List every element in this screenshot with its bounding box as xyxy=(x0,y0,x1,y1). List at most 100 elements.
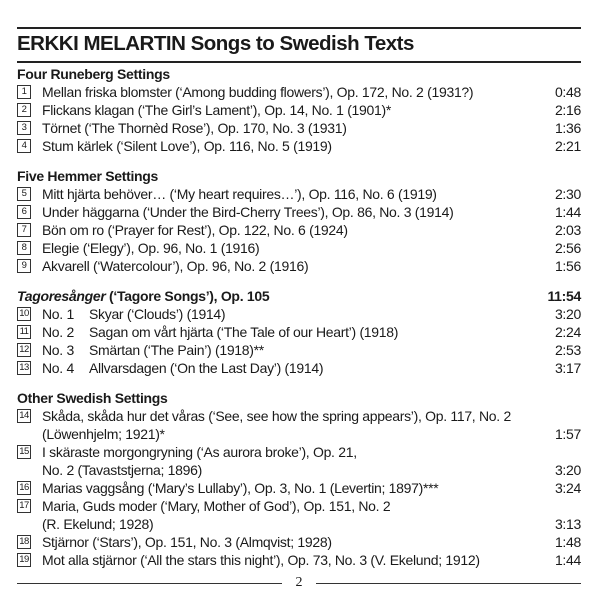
track-list: Four Runeberg Settings 1 Mellan friska blo… xyxy=(17,65,581,581)
track-duration: 3:13 xyxy=(554,516,581,532)
track-duration: 3:20 xyxy=(554,306,581,322)
track-row: 16 Marias vaggsång (‘Mary’s Lullaby’), Op… xyxy=(17,479,581,497)
track-duration: 1:57 xyxy=(554,426,581,442)
track-number-box: 19 xyxy=(17,553,31,567)
page-number: 2 xyxy=(295,575,303,590)
track-title-text: Maria, Guds moder (‘Mary, Mother of God’… xyxy=(42,498,391,514)
section-title-text: Other Swedish Settings xyxy=(17,390,168,406)
track-title: No. 4 Allvarsdagen (‘On the Last Day’) (1… xyxy=(42,359,541,377)
track-title-text: Mellan friska blomster (‘Among budding f… xyxy=(42,84,474,100)
track-duration: 1:48 xyxy=(554,534,581,550)
section-heading: Tagoresånger (‘Tagore Songs’), Op. 105 11… xyxy=(17,287,581,305)
track-number-box: 4 xyxy=(17,139,31,153)
title-rule xyxy=(17,61,581,63)
track-number-box: 3 xyxy=(17,121,31,135)
section-heading: Four Runeberg Settings xyxy=(17,65,581,83)
track-section: Five Hemmer Settings 5 Mitt hjärta behöver… xyxy=(17,167,581,275)
track-number-box: 6 xyxy=(17,205,31,219)
track-title: Mellan friska blomster (‘Among budding f… xyxy=(42,83,541,101)
track-duration: 1:44 xyxy=(554,204,581,220)
track-row: 4 Stum kärlek (‘Silent Love’), Op. 116, N… xyxy=(17,137,581,155)
track-row: 17 Maria, Guds moder (‘Mary, Mother of Go… xyxy=(17,497,581,533)
track-title-line: (R. Ekelund; 1928) xyxy=(42,515,541,533)
track-title-text: Törnet (‘The Thornèd Rose’), Op. 170, No… xyxy=(42,120,347,136)
track-title: Skåda, skåda hur det våras (‘See, see ho… xyxy=(42,407,541,443)
track-title-text: Mitt hjärta behöver… (‘My heart requires… xyxy=(42,186,437,202)
track-row: 9 Akvarell (‘Watercolour’), Op. 96, No. 2… xyxy=(17,257,581,275)
track-row: 7 Bön om ro (‘Prayer for Rest’), Op. 122,… xyxy=(17,221,581,239)
section-total-duration: 11:54 xyxy=(547,288,581,304)
track-title: Stjärnor (‘Stars’), Op. 151, No. 3 (Almq… xyxy=(42,533,541,551)
track-title: Mot alla stjärnor (‘All the stars this n… xyxy=(42,551,541,569)
track-number-box: 16 xyxy=(17,481,31,495)
track-number-box: 5 xyxy=(17,187,31,201)
track-title-line: Törnet (‘The Thornèd Rose’), Op. 170, No… xyxy=(42,119,541,137)
track-row: 11 No. 2 Sagan om vårt hjärta (‘The Tale o… xyxy=(17,323,581,341)
track-title-text: Stjärnor (‘Stars’), Op. 151, No. 3 (Almq… xyxy=(42,534,332,550)
track-row: 18 Stjärnor (‘Stars’), Op. 151, No. 3 (Al… xyxy=(17,533,581,551)
track-title-line: Stjärnor (‘Stars’), Op. 151, No. 3 (Almq… xyxy=(42,533,541,551)
track-title-line: Flickans klagan (‘The Girl’s Lament’), O… xyxy=(42,101,541,119)
track-subnumber: No. 4 xyxy=(42,360,74,376)
track-row: 14 Skåda, skåda hur det våras (‘See, see … xyxy=(17,407,581,443)
section-title-italic: Tagoresånger xyxy=(17,288,106,304)
track-duration: 2:56 xyxy=(554,240,581,256)
section-heading: Five Hemmer Settings xyxy=(17,167,581,185)
track-number-box: 17 xyxy=(17,499,31,513)
track-title-line: Bön om ro (‘Prayer for Rest’), Op. 122, … xyxy=(42,221,541,239)
track-subnumber: No. 1 xyxy=(42,306,74,322)
track-title-text: Sagan om vårt hjärta (‘The Tale of our H… xyxy=(89,324,399,340)
track-number-box: 7 xyxy=(17,223,31,237)
track-title-line: Elegie (‘Elegy’), Op. 96, No. 1 (1916) xyxy=(42,239,541,257)
track-row: 13 No. 4 Allvarsdagen (‘On the Last Day’) … xyxy=(17,359,581,377)
track-title-text: Allvarsdagen (‘On the Last Day’) (1914) xyxy=(89,360,324,376)
section-title: Four Runeberg Settings xyxy=(17,65,170,83)
track-title-text: Skåda, skåda hur det våras (‘See, see ho… xyxy=(42,408,511,424)
track-title: Akvarell (‘Watercolour’), Op. 96, No. 2 … xyxy=(42,257,541,275)
track-title: No. 3 Smärtan (‘The Pain’) (1918)** xyxy=(42,341,541,359)
track-row: 5 Mitt hjärta behöver… (‘My heart require… xyxy=(17,185,581,203)
track-title: Stum kärlek (‘Silent Love’), Op. 116, No… xyxy=(42,137,541,155)
footer-rule-right xyxy=(316,583,581,584)
track-row: 10 No. 1 Skyar (‘Clouds’) (1914) 3:20 xyxy=(17,305,581,323)
section-heading: Other Swedish Settings xyxy=(17,389,581,407)
track-title-text: Flickans klagan (‘The Girl’s Lament’), O… xyxy=(42,102,392,118)
track-subnumber: No. 2 xyxy=(42,324,74,340)
track-number-box: 10 xyxy=(17,307,31,321)
track-duration: 3:20 xyxy=(554,462,581,478)
page-footer: 2 xyxy=(17,574,581,592)
track-number-box: 2 xyxy=(17,103,31,117)
track-title: Flickans klagan (‘The Girl’s Lament’), O… xyxy=(42,101,541,119)
track-title: I skäraste morgongryning (‘As aurora bro… xyxy=(42,443,541,479)
track-title-text: Akvarell (‘Watercolour’), Op. 96, No. 2 … xyxy=(42,258,309,274)
track-title-text: Elegie (‘Elegy’), Op. 96, No. 1 (1916) xyxy=(42,240,260,256)
section-title: Other Swedish Settings xyxy=(17,389,168,407)
track-row: 6 Under häggarna (‘Under the Bird-Cherry … xyxy=(17,203,581,221)
track-title-line: No. 2 Sagan om vårt hjärta (‘The Tale of … xyxy=(42,323,541,341)
track-title-text: (R. Ekelund; 1928) xyxy=(42,516,154,532)
section-title: Five Hemmer Settings xyxy=(17,167,158,185)
track-section: Tagoresånger (‘Tagore Songs’), Op. 105 11… xyxy=(17,287,581,377)
track-title: Maria, Guds moder (‘Mary, Mother of God’… xyxy=(42,497,541,533)
track-title-text: (Löwenhjelm; 1921)* xyxy=(42,426,165,442)
track-section: Other Swedish Settings 14 Skåda, skåda hur… xyxy=(17,389,581,569)
track-duration: 2:24 xyxy=(554,324,581,340)
track-title-text: Stum kärlek (‘Silent Love’), Op. 116, No… xyxy=(42,138,332,154)
track-duration: 3:24 xyxy=(554,480,581,496)
track-row: 2 Flickans klagan (‘The Girl’s Lament’), … xyxy=(17,101,581,119)
track-duration: 1:44 xyxy=(554,552,581,568)
section-title: Tagoresånger (‘Tagore Songs’), Op. 105 xyxy=(17,287,270,305)
track-row: 1 Mellan friska blomster (‘Among budding … xyxy=(17,83,581,101)
track-row: 12 No. 3 Smärtan (‘The Pain’) (1918)** 2:53 xyxy=(17,341,581,359)
track-title: Marias vaggsång (‘Mary’s Lullaby’), Op. … xyxy=(42,479,541,497)
page-title: ERKKI MELARTIN Songs to Swedish Texts xyxy=(17,32,414,55)
section-title-text: Five Hemmer Settings xyxy=(17,168,159,184)
track-title-text: Smärtan (‘The Pain’) (1918)** xyxy=(89,342,264,358)
track-title: No. 1 Skyar (‘Clouds’) (1914) xyxy=(42,305,541,323)
track-number-box: 18 xyxy=(17,535,31,549)
track-duration: 3:17 xyxy=(554,360,581,376)
track-title: Bön om ro (‘Prayer for Rest’), Op. 122, … xyxy=(42,221,541,239)
track-title-text: Mot alla stjärnor (‘All the stars this n… xyxy=(42,552,480,568)
track-title-line: No. 2 (Tavaststjerna; 1896) xyxy=(42,461,541,479)
track-duration: 1:36 xyxy=(554,120,581,136)
